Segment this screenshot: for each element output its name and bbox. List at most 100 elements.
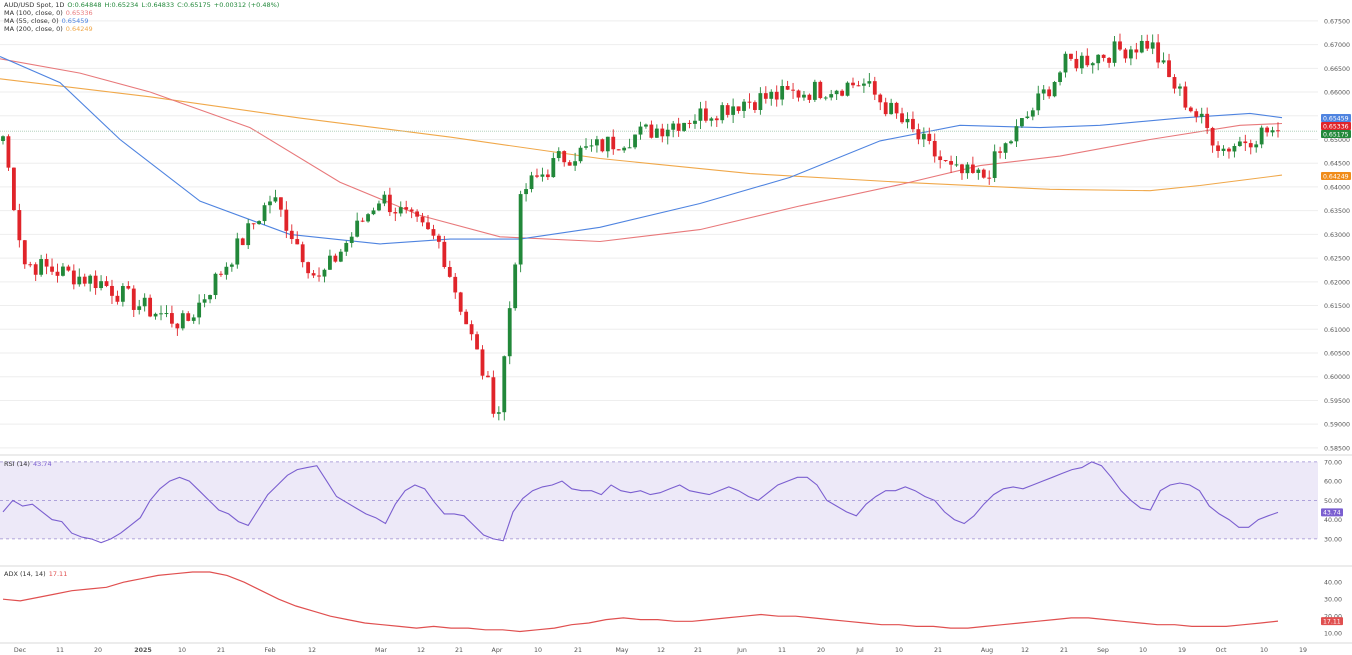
- candle-up: [633, 134, 637, 148]
- candle-up: [1030, 110, 1035, 117]
- ohlc-close: C:0.65175: [177, 1, 211, 9]
- candle-down: [426, 222, 430, 230]
- adx-tick-label: 10.00: [1324, 631, 1342, 638]
- adx-value: 17.11: [48, 570, 68, 578]
- candle-down: [660, 128, 665, 137]
- candle-up: [1058, 72, 1062, 83]
- candle-up: [671, 123, 676, 130]
- candle-down: [960, 164, 964, 174]
- candle-down: [600, 139, 605, 152]
- candle-up: [164, 313, 169, 315]
- rsi-tick-label: 30.00: [1324, 536, 1342, 543]
- candle-down: [611, 136, 616, 150]
- candle-up: [644, 124, 648, 127]
- ma200-value: 0.64249: [65, 25, 93, 33]
- x-tick-label: 20: [817, 647, 825, 654]
- candle-up: [1232, 146, 1237, 152]
- y-tick-label: 0.58500: [1324, 445, 1350, 452]
- y-tick-label: 0.59500: [1324, 398, 1350, 405]
- price-tag-label: 0.65459: [1323, 115, 1349, 122]
- price-tag-label: 0.65336: [1323, 123, 1349, 130]
- candle-down: [932, 140, 937, 157]
- candle-up: [769, 91, 774, 99]
- candle-up: [153, 313, 158, 317]
- x-tick-label: Aug: [981, 647, 993, 654]
- ma55-value: 0.65459: [61, 17, 89, 25]
- candle-up: [224, 266, 229, 275]
- rsi-tick-label: 70.00: [1324, 459, 1342, 466]
- candle-down: [44, 259, 49, 267]
- candle-up: [758, 93, 763, 110]
- candle-up: [1020, 118, 1024, 127]
- x-tick-label: 10: [1260, 647, 1268, 654]
- candle-up: [1139, 40, 1144, 53]
- candle-down: [71, 270, 76, 285]
- candle-down: [110, 285, 114, 296]
- rsi-legend: RSI (14) 43.74: [4, 460, 55, 468]
- candle-up: [338, 251, 343, 262]
- candle-up: [551, 158, 556, 178]
- candle-down: [289, 230, 294, 240]
- candle-up: [1270, 130, 1275, 133]
- candle-down: [747, 101, 752, 103]
- y-tick-label: 0.62000: [1324, 279, 1350, 286]
- candle-up: [976, 169, 981, 173]
- candle-down: [28, 264, 33, 266]
- adx-tick-label: 40.00: [1324, 580, 1342, 587]
- candle-down: [545, 174, 550, 178]
- candle-down: [55, 271, 60, 276]
- candle-up: [529, 175, 534, 190]
- candle-up: [1161, 60, 1166, 63]
- candle-down: [703, 108, 708, 121]
- candle-down: [295, 239, 300, 245]
- candle-down: [6, 136, 11, 168]
- candle-up: [377, 203, 381, 211]
- candle-down: [1248, 143, 1253, 148]
- x-tick-label: Mar: [375, 647, 387, 654]
- candle-up: [584, 146, 588, 148]
- candle-up: [328, 255, 332, 270]
- candle-up: [197, 302, 202, 318]
- ma55-line: [0, 55, 1283, 245]
- x-tick-label: 12: [417, 647, 425, 654]
- candle-up: [573, 161, 578, 166]
- x-tick-label: 21: [455, 647, 463, 654]
- candle-down: [649, 124, 654, 138]
- ma55-label: MA (55, close, 0): [4, 17, 59, 25]
- candle-up: [921, 133, 926, 140]
- candle-up: [665, 129, 670, 137]
- y-tick-label: 0.64000: [1324, 184, 1350, 191]
- adx-tag-label: 17.11: [1323, 618, 1341, 625]
- price-tag: [1321, 122, 1351, 130]
- candle-down: [1227, 148, 1231, 152]
- rsi-value: 43.74: [32, 460, 52, 468]
- candle-down: [447, 267, 452, 277]
- candle-up: [1150, 42, 1155, 49]
- candle-up: [1237, 141, 1242, 147]
- ma200-line: [0, 78, 1283, 192]
- candle-up: [780, 85, 785, 100]
- ohlc-open: O:0.64848: [67, 1, 102, 9]
- candle-up: [834, 90, 839, 95]
- y-tick-label: 0.63000: [1324, 232, 1350, 239]
- x-tick-label: 11: [778, 647, 786, 654]
- ma100-value: 0.65336: [65, 9, 93, 17]
- candle-down: [796, 90, 801, 98]
- candle-down: [736, 106, 741, 111]
- candle-up: [268, 201, 272, 206]
- x-tick-label: 12: [1021, 647, 1029, 654]
- candle-down: [900, 113, 904, 123]
- candle-down: [774, 91, 779, 100]
- candle-up: [1079, 55, 1084, 69]
- candle-up: [235, 238, 240, 265]
- ma200-label: MA (200, close, 0): [4, 25, 63, 33]
- candle-up: [682, 122, 686, 131]
- x-tick-label: 12: [308, 647, 316, 654]
- candle-down: [131, 288, 136, 310]
- candle-up: [202, 299, 207, 303]
- candle-down: [714, 118, 719, 121]
- candle-up: [1259, 127, 1264, 145]
